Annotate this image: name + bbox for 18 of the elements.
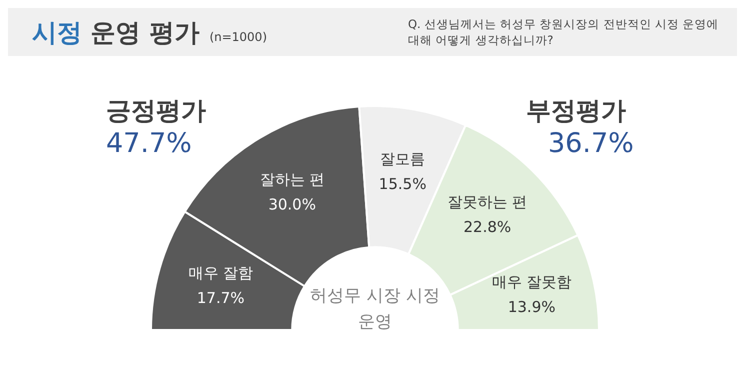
data-label: 22.8% (463, 218, 512, 236)
text: Q. 선생님께서는 허성무 창원시장의 전반적인 시정 운영에 대해 어떻게 생각하십니까? (408, 16, 720, 48)
slice-label: 잘못하는 편 (447, 193, 528, 212)
text: 36.7% (548, 128, 634, 159)
data-label: 15.5% (378, 174, 426, 193)
slice-label: 매우 잘못함 (492, 273, 572, 292)
slice-label: 매우 잘함 (188, 264, 254, 282)
slice-label: 잘모름 (380, 150, 426, 168)
text: 긍정평가 (106, 95, 206, 127)
data-label: 13.9% (508, 298, 556, 316)
text: 47.7% (106, 128, 192, 159)
data-label: 17.7% (196, 288, 245, 307)
text: 부정평가 (526, 95, 626, 127)
text: 허성무 시장 시정 운영 (309, 285, 441, 334)
chart-subtitle: (n=1000) (209, 30, 267, 44)
slice-label: 잘하는 편 (260, 170, 325, 188)
data-label: 30.0% (268, 195, 316, 214)
chart-title: 시정 운영 평가 (32, 18, 200, 47)
